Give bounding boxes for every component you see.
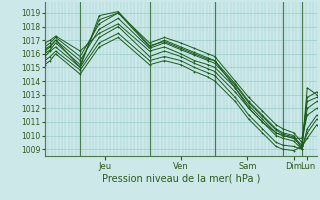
X-axis label: Pression niveau de la mer( hPa ): Pression niveau de la mer( hPa ): [102, 173, 260, 183]
